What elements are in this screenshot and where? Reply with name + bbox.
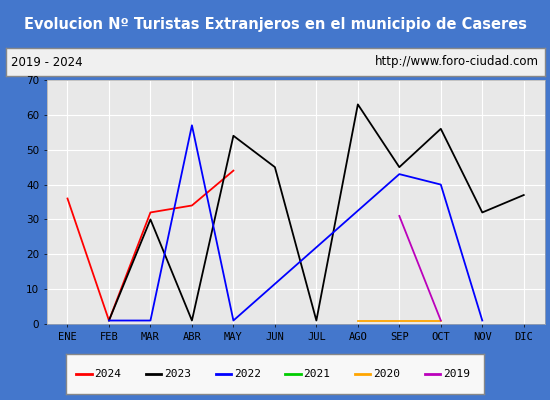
Text: 2024: 2024 — [95, 369, 122, 379]
Text: Evolucion Nº Turistas Extranjeros en el municipio de Caseres: Evolucion Nº Turistas Extranjeros en el … — [24, 16, 526, 32]
Text: 2021: 2021 — [304, 369, 331, 379]
Text: 2020: 2020 — [373, 369, 400, 379]
Text: 2019: 2019 — [443, 369, 470, 379]
Text: http://www.foro-ciudad.com: http://www.foro-ciudad.com — [375, 56, 539, 68]
Text: 2019 - 2024: 2019 - 2024 — [11, 56, 82, 68]
Text: 2023: 2023 — [164, 369, 191, 379]
Text: 2022: 2022 — [234, 369, 261, 379]
